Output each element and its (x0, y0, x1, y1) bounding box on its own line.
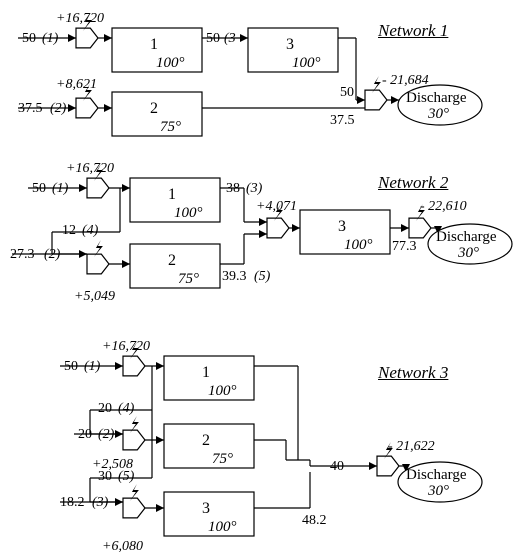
stream-id: (4) (118, 402, 134, 416)
process-box-temp: 75° (160, 120, 181, 135)
heat-load: +8,621 (56, 78, 97, 92)
heat-load: - 22,610 (420, 200, 467, 214)
stream-id: (5) (254, 270, 270, 284)
process-box-temp: 100° (208, 520, 237, 535)
heat-load: - 21,622 (388, 440, 435, 454)
process-box-id: 1 (168, 187, 176, 203)
process-box-temp: 100° (292, 56, 321, 71)
heat-load: +5,049 (74, 290, 115, 304)
stream-value: 37.5 (330, 114, 355, 128)
stream-id: (1) (42, 32, 58, 46)
process-box-id: 3 (286, 37, 294, 53)
process-box-id: 2 (202, 433, 210, 449)
stream-value: 20 (78, 428, 92, 442)
process-box-id: 1 (202, 365, 210, 381)
process-box-temp: 75° (212, 452, 233, 467)
heat-load: - 21,684 (382, 74, 429, 88)
heat-load: +4,071 (256, 200, 297, 214)
stream-value: 50 (340, 86, 354, 100)
discharge-temp: 30° (458, 246, 479, 261)
stream-value: 37.5 (18, 102, 43, 116)
stream-value: 39.3 (222, 270, 247, 284)
discharge-label: Discharge (406, 468, 467, 483)
process-box-id: 3 (202, 501, 210, 517)
stream-value: 50 (22, 32, 36, 46)
discharge-temp: 30° (428, 484, 449, 499)
network-title: Network 1 (378, 22, 448, 39)
stream-id: (2) (98, 428, 114, 442)
process-box-temp: 100° (208, 384, 237, 399)
stream-value: 12 (62, 224, 76, 238)
heat-load: +16,720 (66, 162, 114, 176)
stream-value: 77.3 (392, 240, 417, 254)
network-title: Network 3 (378, 364, 448, 381)
stream-value: 27.3 (10, 248, 35, 262)
process-box-id: 2 (168, 253, 176, 269)
heat-load: +16,720 (102, 340, 150, 354)
process-box-temp: 75° (178, 272, 199, 287)
stream-id: (4) (82, 224, 98, 238)
stream-id: (5) (118, 470, 134, 484)
stream-id: (2) (50, 102, 66, 116)
stream-value: 48.2 (302, 514, 327, 528)
stream-value: 38 (226, 182, 240, 196)
discharge-label: Discharge (406, 91, 467, 106)
stream-id: (1) (52, 182, 68, 196)
process-box-temp: 100° (174, 206, 203, 221)
stream-id: (3 (224, 32, 236, 46)
process-box-id: 3 (338, 219, 346, 235)
stream-id: (3) (92, 496, 108, 510)
stream-value: 40 (330, 460, 344, 474)
discharge-label: Discharge (436, 230, 497, 245)
stream-id: (3) (246, 182, 262, 196)
stream-value: 50 (206, 32, 220, 46)
stream-value: 20 (98, 402, 112, 416)
stream-value: 50 (32, 182, 46, 196)
heat-load: +6,080 (102, 540, 143, 554)
process-box-id: 1 (150, 37, 158, 53)
stream-value: 18.2 (60, 496, 85, 510)
process-box-temp: 100° (156, 56, 185, 71)
heat-load: +16,720 (56, 12, 104, 26)
process-box-id: 2 (150, 101, 158, 117)
stream-id: (2) (44, 248, 60, 262)
process-box-temp: 100° (344, 238, 373, 253)
stream-value: 30 (98, 470, 112, 484)
discharge-temp: 30° (428, 107, 449, 122)
stream-value: 50 (64, 360, 78, 374)
network-title: Network 2 (378, 174, 448, 191)
stream-id: (1) (84, 360, 100, 374)
